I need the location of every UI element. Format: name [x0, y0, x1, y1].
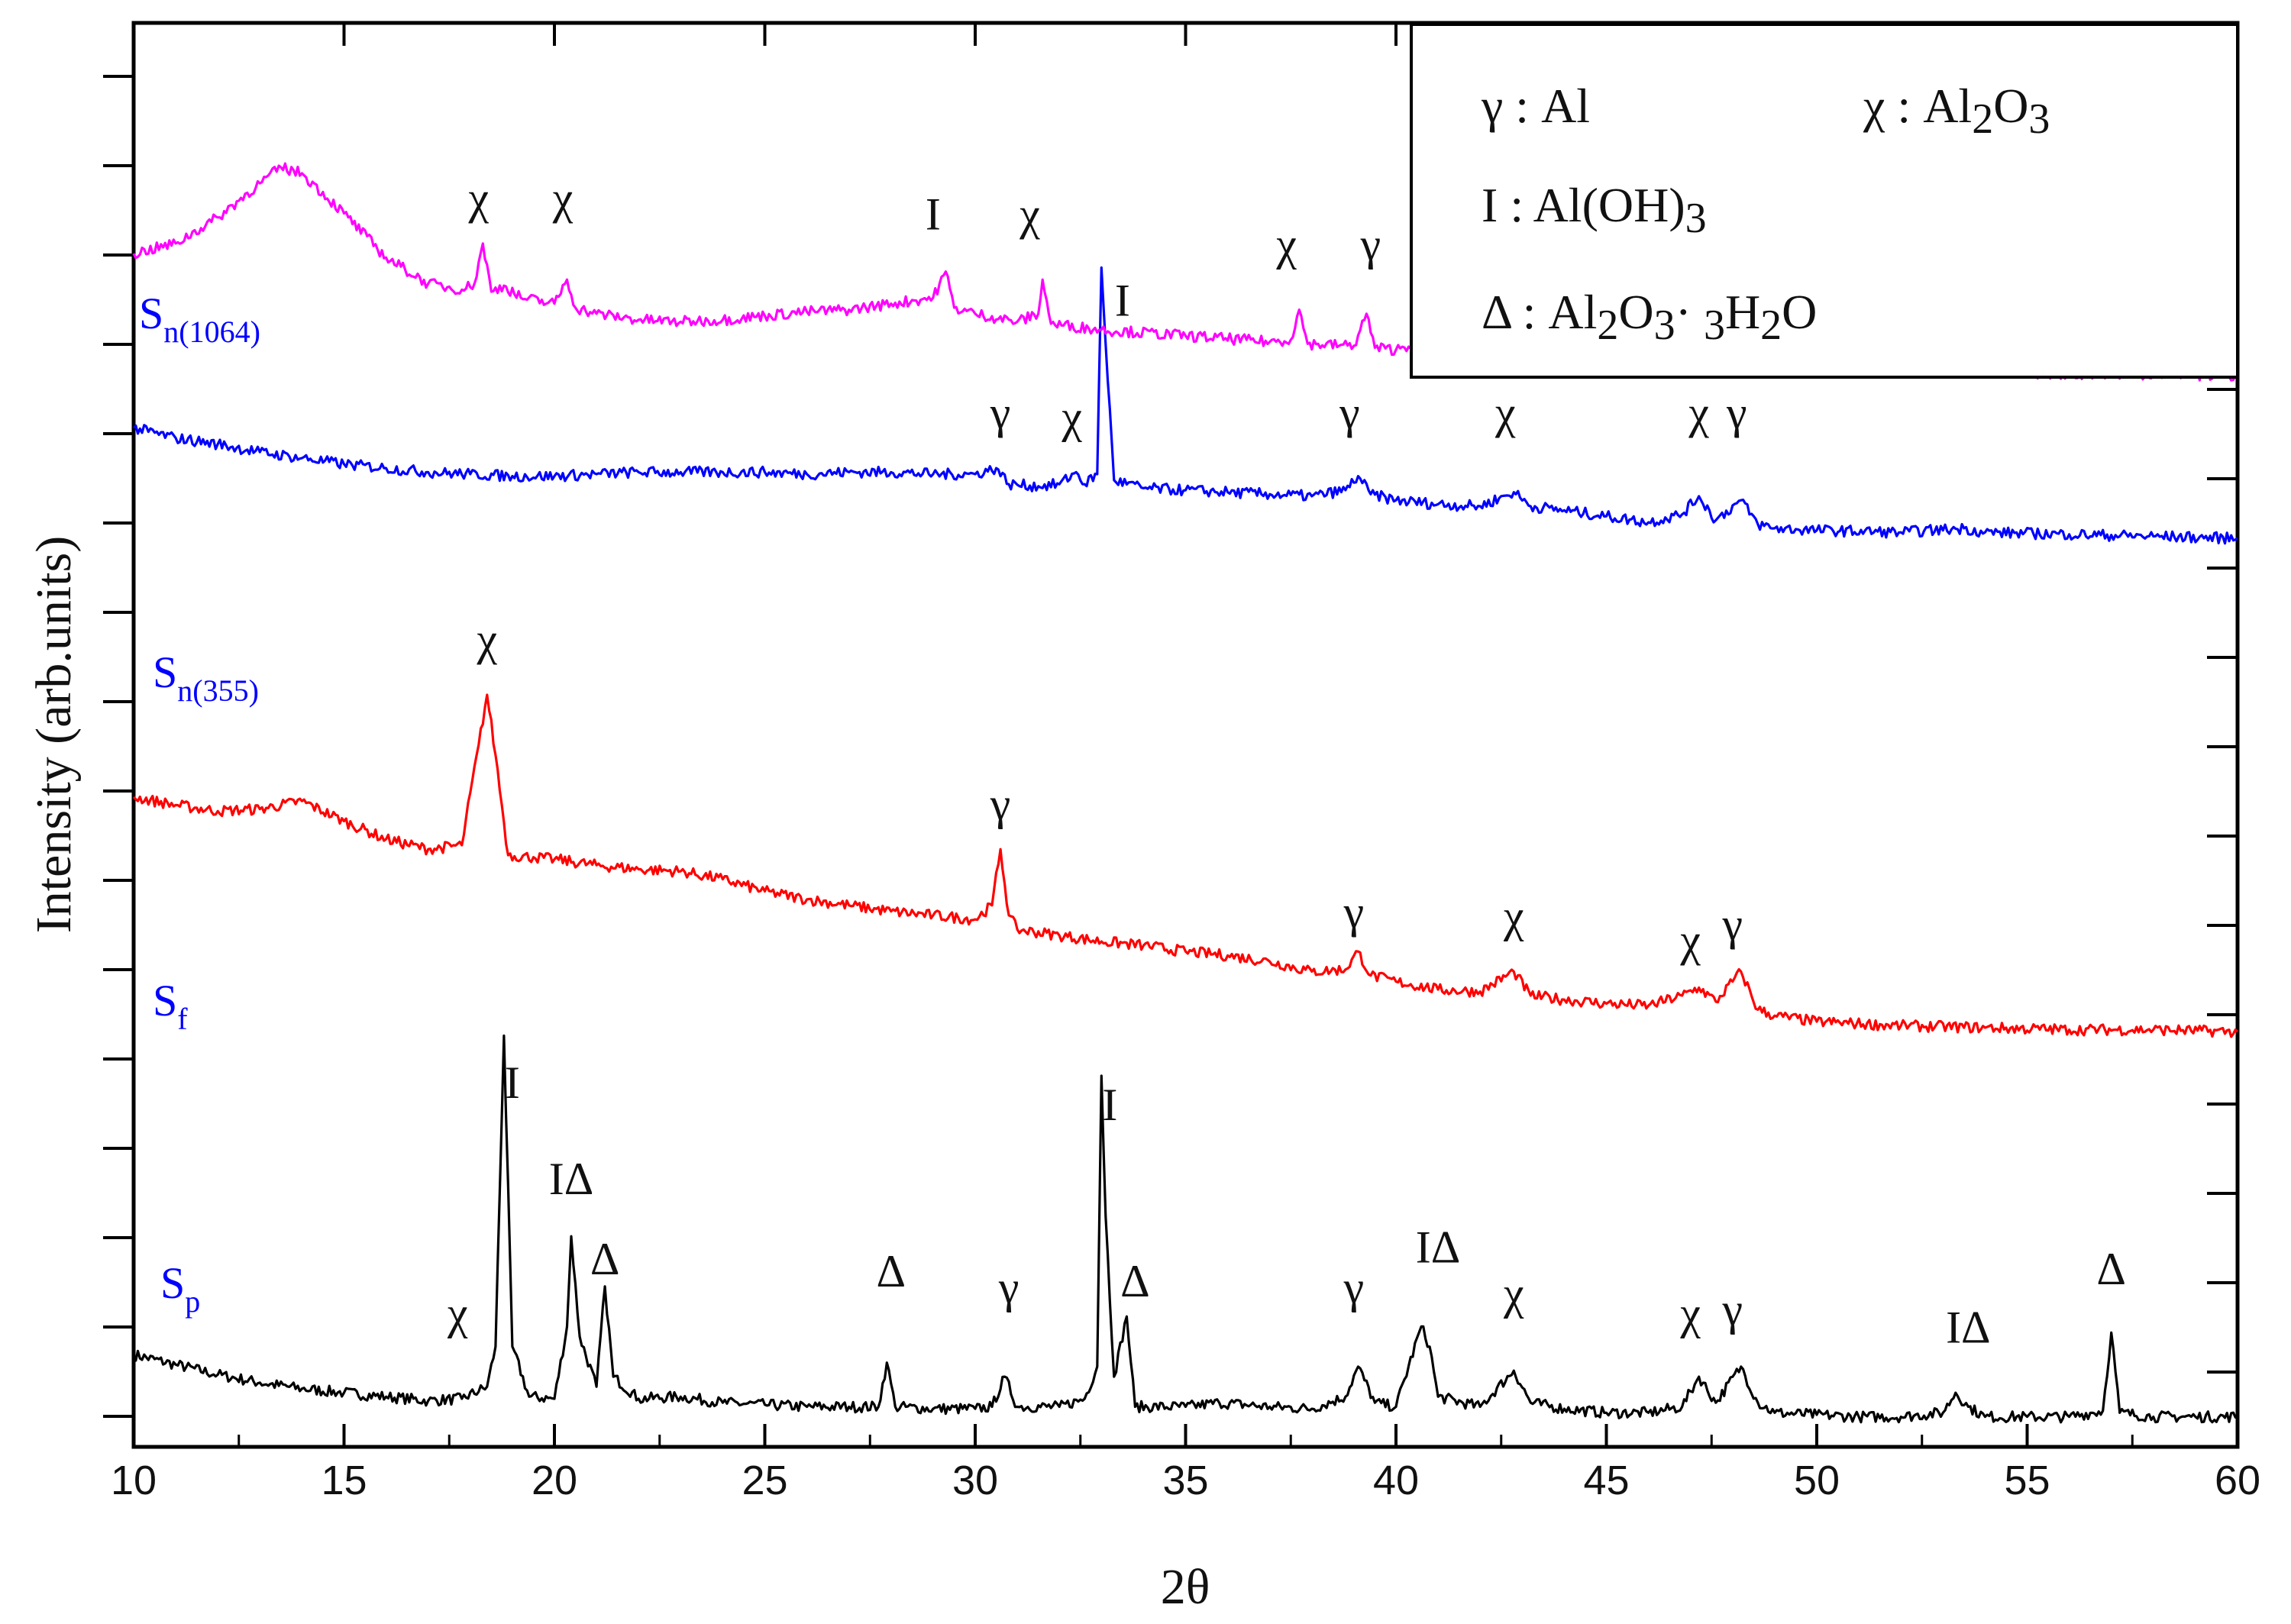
legend: γ : Al χ : Al2O3 I : Al(OH)3 Δ : Al2O3· 3H2…: [1410, 23, 2239, 379]
peak-label: IΔ: [549, 1154, 594, 1204]
peak-label: χ: [1688, 388, 1709, 438]
peak-label: IΔ: [1946, 1302, 1991, 1352]
peak-label: γ: [1722, 1284, 1743, 1335]
x-tick-label: 55: [2004, 1458, 2050, 1503]
x-tick-label: 30: [952, 1458, 998, 1503]
peak-label: χ: [1494, 388, 1516, 438]
peak-label: IΔ: [1416, 1222, 1461, 1272]
series-line-Sn355: [132, 266, 2238, 545]
peak-label: χ: [1019, 189, 1040, 240]
peak-label: χ: [1275, 219, 1297, 270]
peak-label: γ: [990, 388, 1011, 438]
peak-label: γ: [990, 779, 1011, 829]
legend-entry: Δ : Al2O3· 3H2O: [1482, 285, 1817, 349]
peak-label: I: [505, 1057, 520, 1108]
x-tick-label: 25: [742, 1458, 787, 1503]
peak-label: χ: [447, 1288, 468, 1338]
x-tick-label: 50: [1794, 1458, 1840, 1503]
peak-label: γ: [1722, 899, 1743, 949]
x-tick-label: 20: [532, 1458, 577, 1503]
peak-label: I: [1115, 276, 1130, 326]
legend-entry: χ : Al2O3: [1863, 79, 2050, 143]
legend-entry: I : Al(OH)3: [1482, 178, 1707, 242]
peak-label: γ: [1343, 887, 1365, 938]
series-label-Sf: Sf: [153, 976, 188, 1036]
series-label-Sp: Sp: [160, 1258, 200, 1319]
legend-box: [1410, 23, 2239, 379]
x-tick-label: 40: [1373, 1458, 1419, 1503]
peak-label: χ: [1679, 1288, 1701, 1338]
series-labels: Sp Sf Sn(355) Sn(1064): [139, 289, 260, 1319]
peak-label: γ: [1726, 388, 1747, 438]
x-tick-label: 60: [2215, 1458, 2260, 1503]
peak-label: χ: [1503, 1268, 1524, 1319]
peak-label: γ: [1343, 1262, 1365, 1312]
x-tick-label: 10: [111, 1458, 157, 1503]
peak-label: χ: [1061, 392, 1082, 442]
x-tick-label: 35: [1162, 1458, 1208, 1503]
peak-label: Δ: [877, 1246, 906, 1296]
peak-label: Δ: [590, 1234, 620, 1284]
series-line-Sp: [132, 1034, 2238, 1424]
series-line-Sf: [132, 693, 2239, 1038]
peak-label: χ: [1679, 915, 1701, 965]
x-axis-ticks: 10 15 20 25 30 35 40 45 50 55 60: [111, 23, 2260, 1503]
series-label-Sn1064: Sn(1064): [139, 289, 260, 349]
peak-label: Δ: [1120, 1256, 1150, 1306]
peak-label: χ: [552, 173, 574, 224]
y-axis-title: Intensity (arb.units): [26, 536, 82, 934]
peak-label: χ: [1503, 891, 1524, 941]
peak-label: χ: [467, 173, 489, 224]
peak-label: I: [926, 189, 941, 240]
x-tick-label: 15: [321, 1458, 367, 1503]
peak-label: γ: [1360, 219, 1381, 270]
peak-label: γ: [1339, 388, 1360, 438]
series-label-Sn355: Sn(355): [153, 647, 259, 708]
peak-label: Δ: [2096, 1244, 2126, 1294]
peak-label: γ: [998, 1262, 1019, 1312]
peak-label: χ: [477, 614, 498, 664]
peak-label: I: [1102, 1080, 1117, 1130]
x-axis-title: 2θ: [1161, 1559, 1210, 1615]
peak-annotations: χIIΔΔΔγIΔγIΔχχγIΔΔχγγχχγγχIγχχγχχIχχγγ: [447, 173, 2126, 1353]
x-tick-label: 45: [1583, 1458, 1629, 1503]
legend-entry: γ : Al: [1481, 79, 1590, 133]
